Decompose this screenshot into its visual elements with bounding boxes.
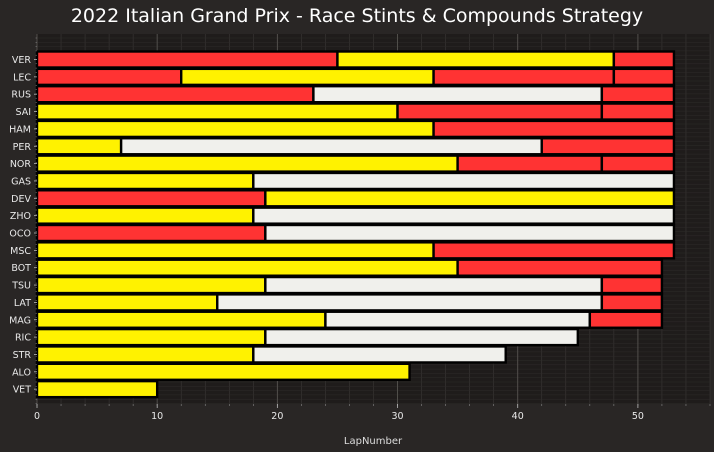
- stint-bar-dev-2: [264, 189, 676, 208]
- y-tick-label-zho: ZHO: [10, 211, 31, 222]
- stint-bar-tsu-3: [600, 275, 664, 295]
- stint-bar-rus-1: [35, 84, 315, 104]
- x-tick-label: 10: [151, 411, 163, 422]
- stint-bar-tsu-2: [264, 275, 604, 295]
- y-tick-label-bot: BOT: [11, 263, 31, 274]
- stint-bar-oco-1: [35, 223, 267, 243]
- stint-bar-mag-3: [588, 310, 664, 329]
- y-tick-label-mag: MAG: [9, 315, 31, 326]
- stint-bar-sai-3: [600, 102, 676, 121]
- axis-layer: VER LEC RUS SAI HAM PER NOR GAS DEV ZHO OCO MSC BOT T…: [9, 37, 711, 422]
- x-tick-label: 50: [632, 411, 644, 422]
- y-tick-label-oco: OCO: [9, 229, 31, 240]
- stint-bar-per-3: [540, 137, 676, 156]
- stint-bar-ric-1: [35, 327, 267, 347]
- y-tick-label-tsu: TSU: [11, 281, 31, 292]
- y-tick-label-gas: GAS: [11, 176, 31, 187]
- stint-bar-msc-1: [35, 241, 435, 260]
- stint-bar-mag-1: [35, 310, 327, 329]
- stint-bar-lat-3: [600, 293, 664, 312]
- stint-bar-nor-2: [456, 154, 604, 173]
- stint-bar-rus-2: [312, 84, 604, 104]
- stint-bar-ham-1: [35, 119, 435, 139]
- stint-bar-gas-1: [35, 171, 255, 191]
- stint-bar-bot-1: [35, 258, 459, 277]
- y-tick-label-vet: VET: [13, 385, 32, 396]
- bars-layer: [35, 50, 676, 399]
- stint-bar-lec-3: [432, 67, 616, 87]
- stint-bar-lec-4: [612, 67, 676, 87]
- stint-bar-lec-1: [35, 67, 183, 87]
- chart-title: 2022 Italian Grand Prix - Race Stints & …: [71, 5, 643, 27]
- stint-bar-rus-3: [600, 84, 676, 104]
- stint-bar-nor-1: [35, 154, 459, 173]
- y-tick-label-dev: DEV: [11, 194, 31, 205]
- stint-bar-alo-1: [35, 362, 411, 381]
- stint-bar-lat-1: [35, 293, 219, 312]
- stint-bar-ver-1: [35, 50, 339, 69]
- stint-bar-nor-3: [600, 154, 676, 173]
- y-tick-label-rus: RUS: [11, 90, 31, 101]
- stint-bar-str-2: [252, 345, 507, 364]
- stint-bar-tsu-1: [35, 275, 267, 295]
- stint-bar-gas-2: [252, 171, 676, 191]
- stint-bar-str-1: [35, 345, 255, 364]
- stint-bar-msc-2: [432, 241, 676, 260]
- x-tick-label: 0: [34, 411, 40, 422]
- stint-bar-bot-2: [456, 258, 664, 277]
- stint-bar-sai-2: [396, 102, 604, 121]
- stint-bar-per-1: [35, 137, 123, 156]
- x-tick-label: 40: [512, 411, 524, 422]
- y-tick-label-ver: VER: [12, 55, 32, 66]
- y-tick-label-str: STR: [13, 350, 32, 361]
- stint-bar-per-2: [119, 137, 543, 156]
- x-tick-label: 20: [271, 411, 283, 422]
- stint-bar-ver-2: [336, 50, 616, 69]
- x-tick-label: 30: [391, 411, 403, 422]
- y-tick-label-per: PER: [13, 142, 32, 153]
- y-tick-label-lat: LAT: [14, 298, 31, 309]
- stint-bar-ver-3: [612, 50, 676, 69]
- stint-bar-vet-1: [35, 379, 159, 399]
- stint-bar-zho-2: [252, 206, 676, 225]
- stint-bar-lec-2: [180, 67, 435, 87]
- y-tick-label-sai: SAI: [15, 107, 31, 118]
- y-tick-label-msc: MSC: [10, 246, 31, 257]
- stint-bar-lat-2: [216, 293, 604, 312]
- stint-bar-zho-1: [35, 206, 255, 225]
- stint-bar-dev-1: [35, 189, 267, 208]
- y-tick-label-alo: ALO: [12, 367, 31, 378]
- stint-bar-oco-2: [264, 223, 676, 243]
- y-tick-label-ric: RIC: [15, 333, 31, 344]
- y-tick-label-lec: LEC: [13, 72, 31, 83]
- y-tick-label-ham: HAM: [9, 124, 31, 135]
- stint-bar-sai-1: [35, 102, 399, 121]
- y-tick-label-nor: NOR: [10, 159, 32, 170]
- stint-bar-ric-2: [264, 327, 580, 347]
- stint-bar-ham-2: [432, 119, 676, 139]
- stint-bar-mag-2: [324, 310, 592, 329]
- x-axis-label: LapNumber: [344, 436, 403, 447]
